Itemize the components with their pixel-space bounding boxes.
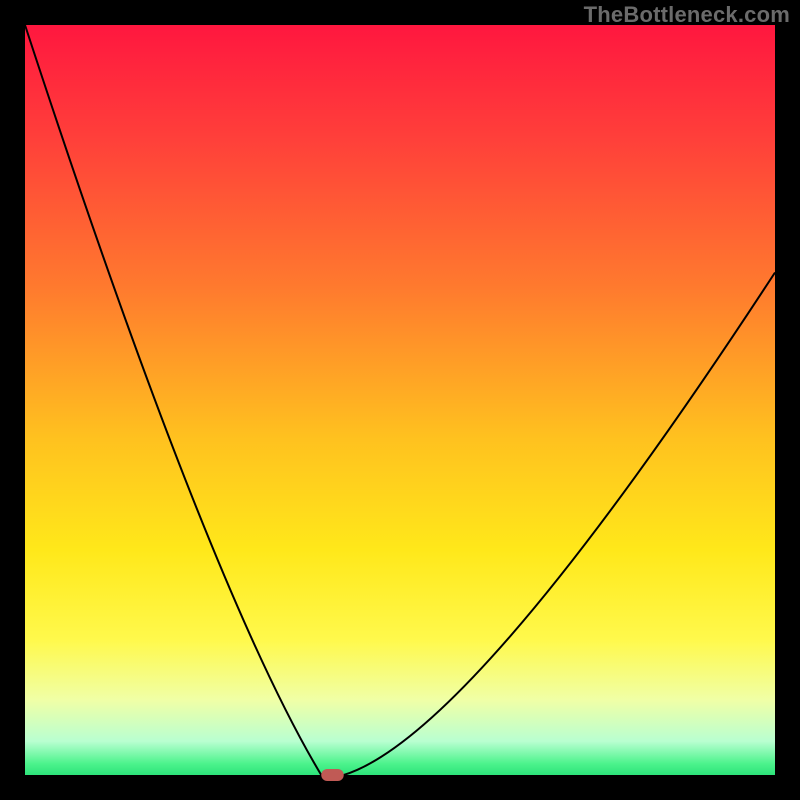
chart-container: TheBottleneck.com bbox=[0, 0, 800, 800]
minimum-marker bbox=[321, 769, 344, 781]
plot-background bbox=[25, 25, 775, 775]
bottleneck-v-chart bbox=[0, 0, 800, 800]
watermark-text: TheBottleneck.com bbox=[584, 2, 790, 28]
